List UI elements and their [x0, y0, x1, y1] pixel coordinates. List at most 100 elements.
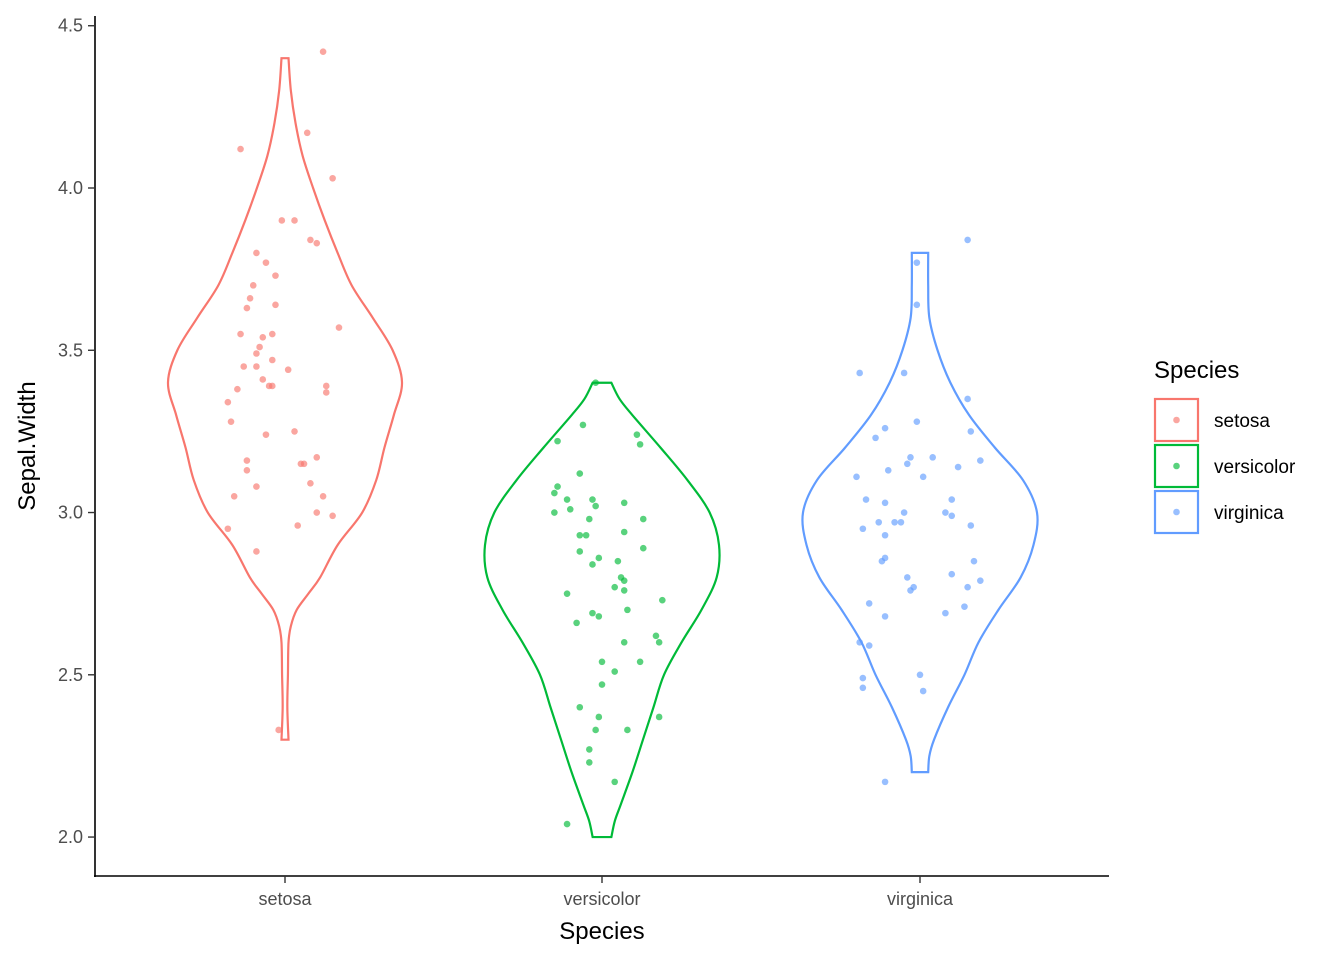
- point-versicolor: [551, 489, 558, 497]
- point-virginica: [859, 525, 867, 533]
- point-versicolor: [579, 421, 587, 429]
- point-versicolor: [586, 746, 593, 753]
- violin-setosa: [166, 57, 404, 741]
- point-versicolor: [551, 509, 558, 516]
- point-virginica: [910, 583, 917, 591]
- point-versicolor: [639, 515, 647, 523]
- point-virginica: [881, 778, 889, 786]
- legend: Species setosa versicolor virginica: [1153, 357, 1296, 535]
- point-setosa: [240, 363, 248, 370]
- point-setosa: [262, 431, 270, 438]
- point-virginica: [859, 674, 867, 682]
- y-axis-ticks: 2.0 2.5 3.0 3.5 4.0 4.5: [58, 16, 95, 847]
- point-setosa: [307, 480, 314, 487]
- point-setosa: [272, 272, 279, 279]
- point-versicolor: [655, 713, 663, 721]
- point-setosa: [313, 509, 321, 516]
- point-setosa: [269, 356, 276, 364]
- x-tick-label-versicolor: versicolor: [563, 889, 640, 909]
- point-versicolor: [592, 502, 599, 510]
- point-versicolor: [620, 499, 628, 507]
- y-tick-label: 2.0: [58, 827, 83, 847]
- point-versicolor: [598, 681, 606, 688]
- point-virginica: [913, 259, 921, 266]
- point-virginica: [919, 687, 927, 695]
- point-setosa: [253, 249, 260, 257]
- point-versicolor: [582, 531, 590, 539]
- point-virginica: [948, 512, 956, 520]
- y-tick-label: 3.0: [58, 503, 83, 523]
- point-versicolor: [620, 528, 628, 536]
- point-versicolor: [576, 470, 584, 477]
- point-virginica: [881, 613, 889, 620]
- point-virginica: [929, 454, 936, 461]
- point-virginica: [948, 570, 956, 578]
- point-setosa: [272, 301, 279, 309]
- point-virginica: [872, 434, 879, 442]
- point-virginica: [891, 518, 898, 526]
- y-axis-title: Sepal.Width: [14, 381, 41, 510]
- point-virginica: [942, 609, 949, 617]
- point-versicolor: [652, 632, 660, 640]
- point-versicolor: [614, 557, 622, 565]
- point-virginica: [900, 509, 908, 516]
- point-setosa: [322, 389, 330, 396]
- point-setosa: [313, 239, 321, 247]
- point-setosa: [335, 324, 343, 331]
- point-virginica: [865, 600, 873, 607]
- point-setosa: [234, 385, 241, 393]
- point-versicolor: [636, 441, 644, 448]
- point-virginica: [964, 395, 971, 403]
- point-setosa: [253, 350, 260, 357]
- point-virginica: [913, 301, 921, 309]
- x-axis-ticks: setosa versicolor virginica: [258, 876, 954, 909]
- point-virginica: [856, 369, 863, 377]
- point-virginica: [964, 583, 971, 591]
- point-setosa: [237, 330, 244, 338]
- point-setosa: [278, 217, 286, 224]
- point-versicolor: [620, 577, 628, 584]
- point-virginica: [897, 518, 905, 526]
- legend-label-virginica: virginica: [1214, 503, 1284, 524]
- legend-label-versicolor: versicolor: [1214, 457, 1296, 478]
- point-setosa: [329, 174, 336, 182]
- point-versicolor: [576, 703, 584, 711]
- point-versicolor: [611, 668, 618, 675]
- point-setosa: [227, 418, 235, 425]
- point-virginica: [853, 473, 860, 481]
- point-versicolor: [573, 619, 580, 627]
- point-versicolor: [576, 531, 584, 539]
- point-virginica: [977, 457, 984, 464]
- point-versicolor: [589, 609, 596, 617]
- point-virginica: [967, 428, 975, 435]
- point-versicolor: [620, 639, 628, 646]
- point-virginica: [859, 684, 867, 692]
- point-setosa: [313, 454, 321, 461]
- point-virginica: [856, 639, 863, 646]
- point-setosa: [269, 330, 276, 338]
- point-versicolor: [589, 496, 596, 503]
- point-versicolor: [554, 437, 561, 445]
- point-virginica: [904, 574, 911, 581]
- point-setosa: [253, 483, 260, 490]
- violins-layer: [166, 57, 1039, 839]
- jitter-points-layer: [224, 48, 984, 828]
- point-setosa: [291, 217, 298, 224]
- legend-key-point: [1173, 508, 1180, 516]
- point-setosa: [284, 366, 292, 374]
- y-tick-label: 3.5: [58, 340, 83, 360]
- point-versicolor: [636, 658, 644, 666]
- point-virginica: [878, 557, 886, 565]
- point-setosa: [275, 726, 282, 734]
- point-virginica: [967, 522, 975, 529]
- point-versicolor: [655, 639, 663, 646]
- point-setosa: [319, 493, 327, 500]
- point-virginica: [900, 369, 908, 377]
- point-setosa: [259, 376, 267, 383]
- point-setosa: [262, 259, 270, 266]
- point-virginica: [919, 473, 927, 481]
- point-setosa: [230, 493, 238, 500]
- point-virginica: [977, 577, 984, 584]
- y-tick-label: 4.5: [58, 16, 83, 36]
- point-versicolor: [563, 496, 571, 503]
